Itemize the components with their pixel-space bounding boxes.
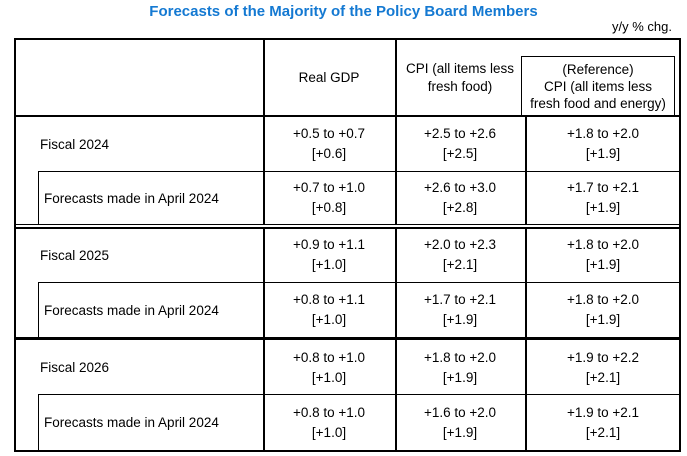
forecast-range: +0.7 to +1.0: [292, 180, 366, 195]
forecast-range: +0.5 to +0.7: [292, 126, 366, 141]
cell-gdp: +0.8 to +1.1 [+1.0]: [263, 283, 395, 337]
forecast-median: [+1.0]: [311, 369, 347, 385]
row-label-april-2024: Forecasts made in April 2024: [44, 302, 219, 318]
forecast-median: [+2.1]: [585, 424, 621, 440]
cell-reference: +1.8 to +2.0 [+1.9]: [525, 117, 681, 171]
indent-border-1: [38, 171, 39, 225]
cell-reference: +1.9 to +2.1 [+2.1]: [525, 395, 681, 450]
forecast-range: +2.0 to +2.3: [423, 237, 497, 252]
page-title: Forecasts of the Majority of the Policy …: [149, 3, 538, 20]
forecast-median: [+1.0]: [311, 257, 347, 272]
cell-cpi: +1.7 to +2.1 [+1.9]: [395, 283, 525, 337]
section-divider-2025-2026: [16, 337, 679, 340]
forecast-median: [+1.0]: [311, 312, 347, 327]
unit-note: y/y % chg.: [612, 19, 672, 34]
row-divider-fiscal2025: [38, 282, 679, 283]
forecast-median: [+1.0]: [311, 424, 347, 440]
row-label-fiscal-2025: Fiscal 2025: [40, 247, 110, 263]
cell-gdp: +0.8 to +1.0 [+1.0]: [263, 341, 395, 394]
row-label-april-2024: Forecasts made in April 2024: [44, 415, 219, 430]
cell-gdp: +0.9 to +1.1 [+1.0]: [263, 228, 395, 282]
forecast-range: +1.8 to +2.0: [566, 292, 640, 307]
forecast-range: +1.9 to +2.2: [566, 349, 640, 365]
forecast-range: +1.8 to +2.0: [423, 349, 497, 365]
forecast-median: [+0.8]: [311, 200, 347, 215]
indent-border-3: [38, 394, 39, 450]
forecast-range: +1.8 to +2.0: [566, 126, 640, 141]
forecast-median: [+1.9]: [585, 200, 621, 215]
cell-cpi: +2.0 to +2.3 [+2.1]: [395, 228, 525, 282]
forecast-range: +2.5 to +2.6: [423, 126, 497, 141]
column-header-reference-box: (Reference) CPI (all items less fresh fo…: [521, 56, 675, 115]
forecast-median: [+1.9]: [585, 257, 621, 272]
cell-cpi: +1.8 to +2.0 [+1.9]: [395, 341, 525, 394]
row-divider-fiscal2026: [38, 394, 679, 395]
reference-label-line2: CPI (all items less: [543, 78, 653, 94]
forecast-range: +1.7 to +2.1: [566, 180, 640, 195]
cell-cpi: +2.6 to +3.0 [+2.8]: [395, 172, 525, 224]
forecast-median: [+1.9]: [442, 369, 478, 385]
forecast-range: +1.8 to +2.0: [566, 237, 640, 252]
cpi-label-line1: CPI (all items less: [405, 60, 515, 76]
forecast-median: [+1.9]: [585, 146, 621, 161]
cell-reference: +1.7 to +2.1 [+1.9]: [525, 172, 681, 224]
forecast-range: +1.6 to +2.0: [423, 404, 497, 420]
cell-gdp: +0.8 to +1.0 [+1.0]: [263, 395, 395, 450]
cell-cpi: +2.5 to +2.6 [+2.5]: [395, 117, 525, 171]
cell-cpi: +1.6 to +2.0 [+1.9]: [395, 395, 525, 450]
column-header-cpi: CPI (all items less fresh food): [395, 40, 525, 115]
forecast-range: +0.8 to +1.0: [292, 404, 366, 420]
forecast-range: +1.9 to +2.1: [566, 404, 640, 420]
cell-reference: +1.9 to +2.2 [+2.1]: [525, 341, 681, 394]
forecast-range: +2.6 to +3.0: [423, 180, 497, 195]
forecast-table: Real GDP CPI (all items less fresh food)…: [14, 38, 681, 452]
forecast-median: [+1.9]: [585, 312, 621, 327]
reference-label-line3: fresh food and energy): [530, 95, 666, 111]
row-label-april-2024: Forecasts made in April 2024: [44, 190, 219, 206]
indent-border-2: [38, 282, 39, 338]
cell-reference: +1.8 to +2.0 [+1.9]: [525, 228, 681, 282]
cell-gdp: +0.5 to +0.7 [+0.6]: [263, 117, 395, 171]
forecast-median: [+2.1]: [442, 257, 478, 272]
column-header-real-gdp: Real GDP: [263, 40, 395, 115]
cell-reference: +1.8 to +2.0 [+1.9]: [525, 283, 681, 337]
real-gdp-label: Real GDP: [298, 69, 360, 85]
forecast-range: +0.8 to +1.1: [292, 292, 366, 307]
row-label-fiscal-2026: Fiscal 2026: [40, 360, 110, 375]
forecast-median: [+1.9]: [442, 312, 478, 327]
forecast-median: [+2.1]: [585, 369, 621, 385]
cpi-label-line2: fresh food): [427, 78, 493, 94]
reference-label-line1: (Reference): [562, 61, 634, 77]
forecast-range: +0.8 to +1.0: [292, 349, 366, 365]
header-bottom-border: [16, 115, 679, 117]
column-divider-gdp-cpi: [395, 40, 397, 450]
row-divider-fiscal2024: [38, 171, 679, 172]
forecast-median: [+2.8]: [442, 200, 478, 215]
forecast-range: +0.9 to +1.1: [292, 237, 366, 252]
row-label-fiscal-2024: Fiscal 2024: [40, 136, 110, 152]
section-divider-2024-2025: [16, 224, 679, 229]
column-divider-labels-gdp: [263, 40, 265, 450]
forecast-median: [+0.6]: [311, 146, 347, 161]
forecast-range: +1.7 to +2.1: [423, 292, 497, 307]
cell-gdp: +0.7 to +1.0 [+0.8]: [263, 172, 395, 224]
forecast-median: [+2.5]: [442, 146, 478, 161]
forecast-median: [+1.9]: [442, 424, 478, 440]
